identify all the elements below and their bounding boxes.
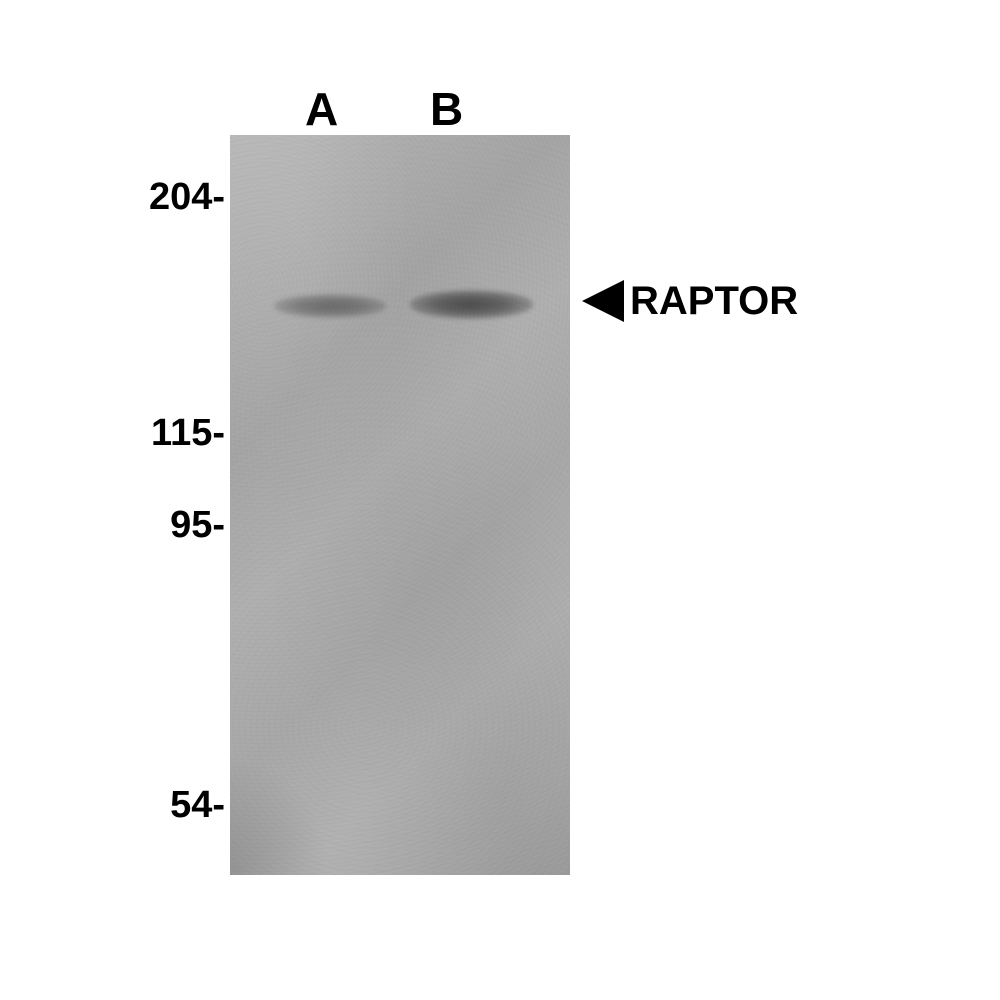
membrane-corner-shadow: [230, 755, 330, 875]
marker-54: 54-: [170, 784, 225, 827]
marker-115: 115-: [151, 412, 225, 455]
lane-label-b: B: [430, 82, 463, 136]
target-band-label: RAPTOR: [580, 278, 798, 324]
marker-95: 95-: [170, 504, 225, 547]
band-lane-a-raptor: [274, 294, 386, 318]
marker-204: 204-: [149, 176, 225, 219]
blot-membrane: [230, 135, 570, 875]
lane-label-a: A: [305, 82, 338, 136]
target-band-text: RAPTOR: [630, 279, 798, 324]
arrow-left-icon: [580, 278, 626, 324]
band-lane-b-raptor: [410, 290, 532, 318]
blot-membrane-container: [230, 135, 570, 875]
